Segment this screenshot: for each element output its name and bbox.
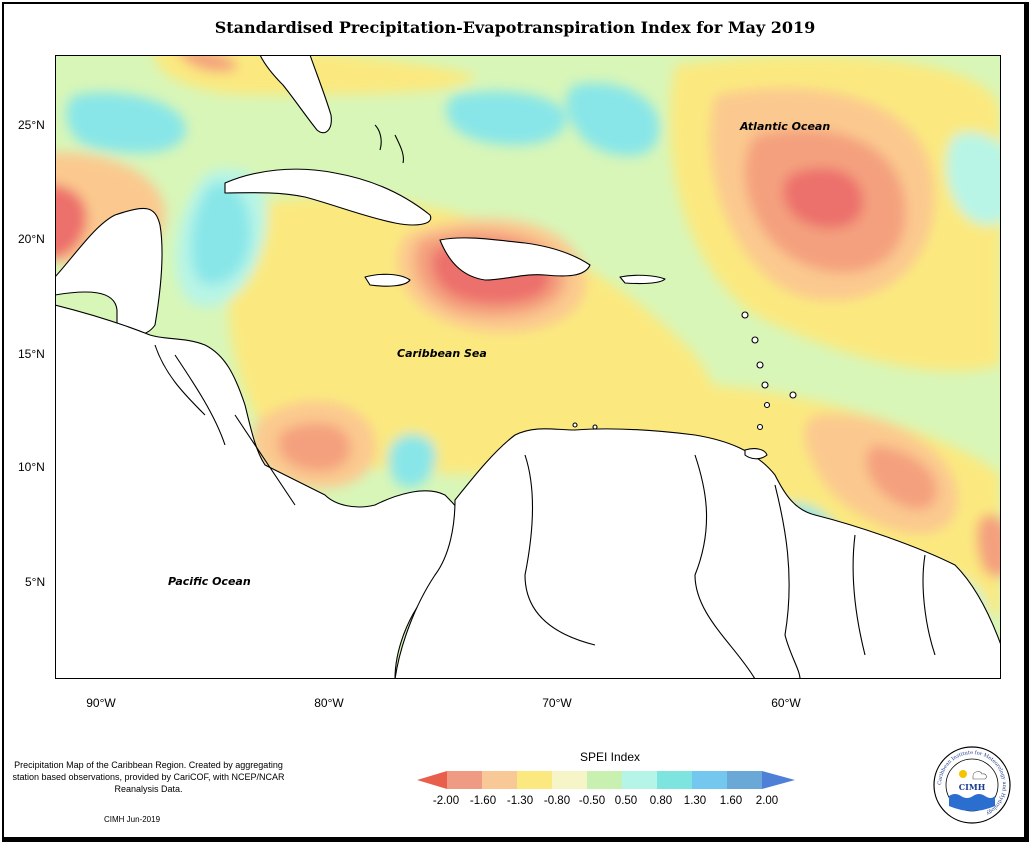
lat-label-10n: 10°N	[18, 460, 45, 474]
lat-label-15n: 15°N	[18, 347, 45, 361]
legend-swatch-6	[622, 771, 657, 789]
land-grenada	[756, 423, 764, 431]
lon-label-90w: 90°W	[86, 696, 116, 710]
land-puerto-rico	[619, 274, 666, 285]
legend-swatch-arrow-low	[417, 771, 447, 789]
map-credit: CIMH Jun-2019	[104, 815, 161, 824]
spei-map[interactable]	[55, 55, 1001, 679]
legend-tick: 2.00	[755, 795, 779, 807]
legend-swatch-1	[447, 771, 482, 789]
border-venezuela-brazil	[694, 454, 756, 679]
lon-label-70w: 70°W	[542, 696, 572, 710]
land-cuba	[224, 168, 432, 226]
cloud-icon	[972, 771, 987, 780]
land-trinidad	[744, 448, 768, 460]
legend-swatch-7	[657, 771, 692, 789]
sun-icon	[959, 770, 967, 778]
cimh-logo: Caribbean Institute for Meteorology and …	[933, 746, 1011, 824]
land-antigua	[741, 311, 749, 319]
lon-label-60w: 60°W	[771, 696, 801, 710]
land-yucatan	[55, 207, 163, 336]
label-pacific-ocean: Pacific Ocean	[168, 575, 251, 588]
map-border	[55, 55, 1001, 679]
land-jamaica	[364, 273, 411, 287]
land-st-lucia	[761, 381, 769, 389]
legend-tick: -1.60	[469, 795, 497, 807]
lat-label-20n: 20°N	[18, 232, 45, 246]
legend-swatch-arrow-high	[762, 771, 795, 789]
land-florida	[259, 55, 332, 134]
legend-tick: 0.50	[614, 795, 638, 807]
coastlines	[55, 55, 1001, 679]
land-curacao	[592, 424, 598, 430]
land-south-america	[394, 428, 1001, 679]
logo-text: CIMH	[959, 782, 986, 792]
legend-swatch-2	[482, 771, 517, 789]
land-guadeloupe	[751, 336, 759, 344]
land-martinique	[756, 361, 764, 369]
lat-label-25n: 25°N	[18, 118, 45, 132]
lat-label-5n: 5°N	[25, 575, 46, 589]
legend-swatch-9	[727, 771, 762, 789]
map-title: Standardised Precipitation-Evapotranspir…	[214, 18, 816, 37]
border-central-america	[154, 344, 296, 506]
map-canvas	[55, 55, 1001, 679]
legend-swatch-8	[692, 771, 727, 789]
legend-tick: 1.30	[683, 795, 707, 807]
land-aruba	[572, 422, 578, 428]
legend-title: SPEI Index	[579, 750, 641, 764]
land-hispaniola	[439, 237, 591, 281]
spei-contours	[55, 55, 1001, 667]
border-colombia-venezuela	[524, 454, 596, 646]
land-st-vincent	[763, 401, 771, 409]
legend-swatch-4	[552, 771, 587, 789]
legend-tick: -2.00	[432, 795, 460, 807]
legend-tick: 0.80	[649, 795, 673, 807]
wave-icon	[949, 794, 995, 811]
legend-swatch-5	[587, 771, 622, 789]
legend-tick: -0.80	[543, 795, 571, 807]
land-barbados	[789, 391, 797, 399]
legend-tick: 1.60	[719, 795, 743, 807]
land-bahamas	[374, 124, 404, 164]
border-french-guiana	[922, 554, 936, 656]
lon-label-80w: 80°W	[314, 696, 344, 710]
label-atlantic-ocean: Atlantic Ocean	[740, 120, 831, 133]
map-caption: Precipitation Map of the Caribbean Regio…	[12, 760, 285, 794]
border-suriname	[852, 534, 866, 656]
legend-tick: -0.50	[578, 795, 606, 807]
legend-tick: -1.30	[506, 795, 534, 807]
legend-colorbar	[417, 771, 795, 789]
legend-swatch-3	[517, 771, 552, 789]
label-caribbean-sea: Caribbean Sea	[397, 347, 487, 360]
border-guyana	[774, 484, 801, 679]
